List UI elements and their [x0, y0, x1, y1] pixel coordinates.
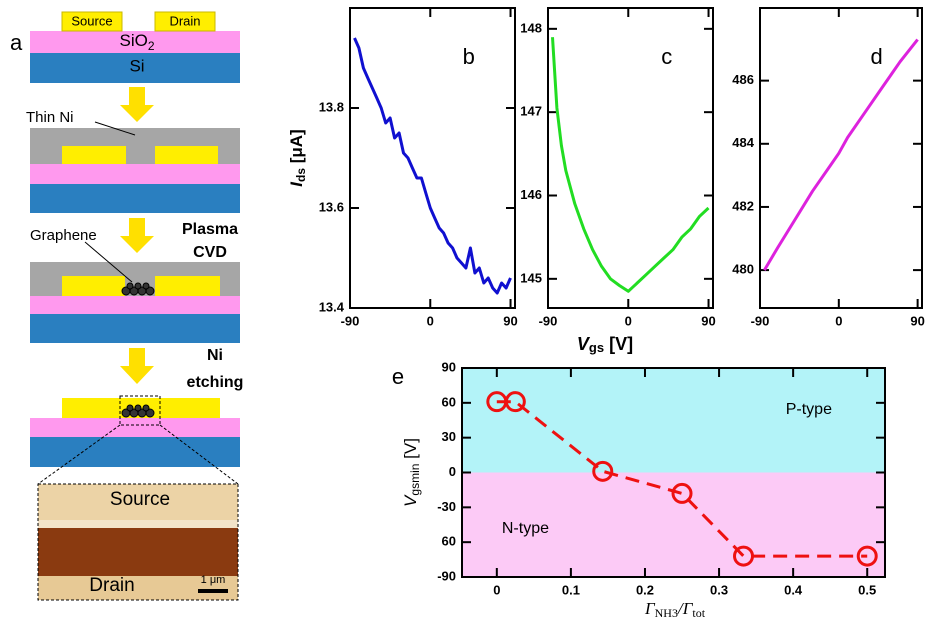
data-line [764, 40, 917, 271]
y-tick-label: 90 [442, 359, 456, 374]
step-label: Plasma [182, 221, 238, 238]
panel-label: d [871, 44, 883, 69]
x-tick-label: -90 [341, 313, 360, 328]
label: Source [71, 13, 112, 28]
region-label: N-type [502, 520, 549, 537]
axis-title-part: NH3 [655, 606, 678, 620]
y-tick-label: 146 [520, 187, 542, 202]
y-axis-title: Vgsmin [V] [401, 438, 422, 507]
si-layer [30, 184, 240, 213]
label: SiO [119, 31, 147, 50]
afm-channel [38, 528, 238, 576]
plot-frame [350, 8, 515, 308]
pad [62, 146, 126, 164]
sio2-layer [30, 418, 240, 437]
plot-frame [548, 8, 713, 308]
y-tick-label: 148 [520, 20, 542, 35]
y-tick-label: 30 [442, 429, 456, 444]
y-axis-title: Ids [μA] [287, 129, 308, 186]
label: Drain [169, 13, 200, 28]
x-tick-label: 0.3 [710, 582, 728, 597]
y-tick-label: 484 [732, 135, 754, 150]
x-tick-label: 90 [503, 313, 517, 328]
axis-title-part: [μA] [287, 129, 306, 168]
x-tick-label: 90 [910, 313, 924, 328]
y-tick-label: 13.4 [319, 299, 345, 314]
schematic: a Source Drain SiO2 Si Thin Ni Plasma CV… [10, 12, 243, 600]
step-label: etching [187, 374, 244, 391]
step-label: CVD [193, 244, 227, 261]
axis-title-part: gs [589, 340, 604, 355]
axis-title-part: tot [692, 606, 705, 620]
figure: a Source Drain SiO2 Si Thin Ni Plasma CV… [0, 0, 930, 622]
pad [155, 146, 218, 164]
label: Thin Ni [26, 109, 74, 126]
label: Graphene [30, 227, 97, 244]
y-tick-label: 480 [732, 262, 754, 277]
y-tick-label: 13.8 [319, 99, 344, 114]
axis-title-part: gsmin [408, 464, 422, 496]
label: Source [110, 489, 170, 510]
label: Drain [89, 575, 134, 596]
x-axis-title: ΓNH3/Γtot [644, 599, 706, 620]
x-tick-label: 0.2 [636, 582, 654, 597]
x-tick-label: 90 [701, 313, 715, 328]
step-label: Ni [207, 347, 223, 364]
axis-title-part: [V] [401, 438, 420, 464]
y-tick-label: 60 [442, 534, 456, 549]
y-tick-label: 147 [520, 104, 542, 119]
label: Si [129, 56, 144, 75]
arrow [120, 87, 154, 122]
x-tick-label: 0.1 [562, 582, 580, 597]
x-tick-label: 0 [493, 582, 500, 597]
x-tick-label: 0 [835, 313, 842, 328]
scale-bar [198, 589, 228, 593]
y-tick-label: 13.6 [319, 199, 344, 214]
panel-label: c [661, 44, 672, 69]
axis-title-part: /Γ [677, 599, 694, 618]
region [462, 368, 885, 473]
pad [155, 276, 220, 296]
x-tick-label: 0 [625, 313, 632, 328]
panel-label: b [463, 44, 475, 69]
page: a Source Drain SiO2 Si Thin Ni Plasma CV… [0, 0, 930, 622]
axis-title-part: [V] [604, 334, 633, 354]
data-line [355, 38, 511, 293]
y-tick-label: 486 [732, 72, 754, 87]
arrow [120, 348, 154, 384]
y-tick-label: 145 [520, 270, 542, 285]
data-line [553, 37, 709, 291]
y-tick-label: -30 [437, 499, 456, 514]
y-tick-label: 0 [449, 464, 456, 479]
panel-label: e [392, 364, 404, 389]
x-tick-label: 0 [427, 313, 434, 328]
si-layer [30, 314, 240, 343]
sio2-layer [30, 296, 240, 314]
x-tick-label: -90 [539, 313, 558, 328]
y-tick-label: 482 [732, 198, 754, 213]
region-label: P-type [786, 401, 832, 418]
scale-label: 1 μm [201, 574, 226, 586]
y-tick-label: -90 [437, 568, 456, 583]
sio2-layer [30, 164, 240, 184]
x-axis-title: Vgs [V] [577, 334, 633, 356]
x-tick-label: 0.5 [858, 582, 876, 597]
plot-frame [760, 8, 922, 308]
x-tick-label: -90 [751, 313, 770, 328]
panel-label: a [10, 30, 23, 55]
x-tick-label: 0.4 [784, 582, 803, 597]
y-tick-label: 60 [442, 394, 456, 409]
arrow [120, 218, 154, 253]
axis-title-part: ds [294, 168, 308, 182]
label: 2 [148, 39, 155, 53]
si-layer [30, 437, 240, 467]
pad [62, 276, 125, 296]
